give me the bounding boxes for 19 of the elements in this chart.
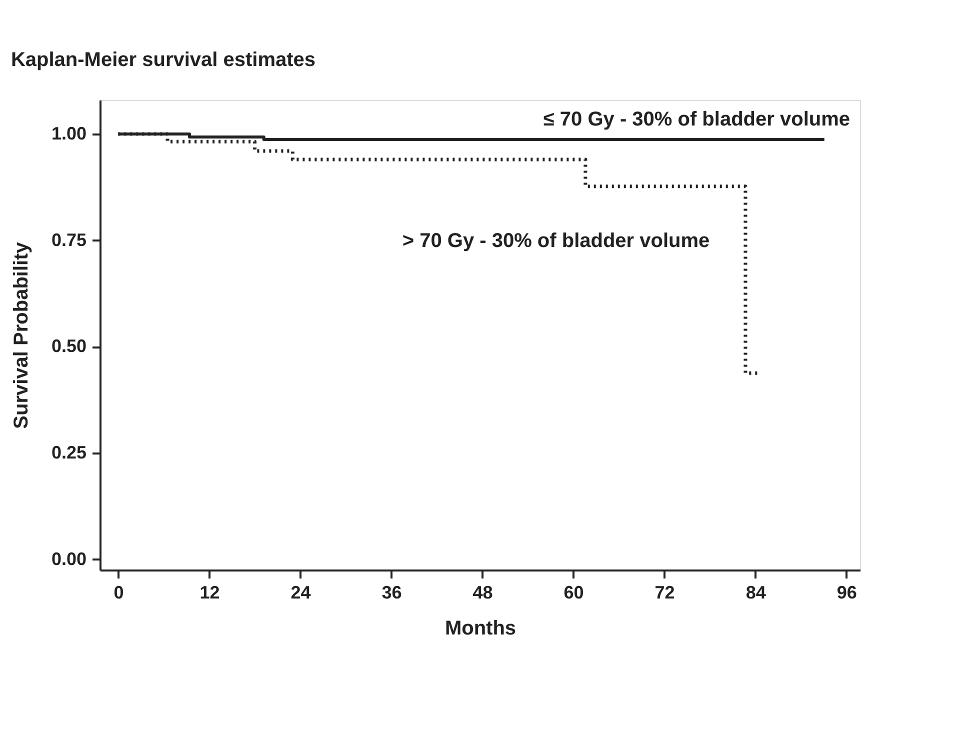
x-tick-label: 12 (200, 582, 220, 602)
x-tick-label: 0 (114, 582, 124, 602)
x-tick-label: 24 (290, 582, 311, 602)
x-tick-label: 72 (654, 582, 675, 602)
x-tick-label: 84 (746, 582, 766, 602)
series-label: ≤ 70 Gy - 30% of bladder volume (543, 108, 850, 131)
y-tick-label: 1.00 (51, 124, 86, 144)
y-tick-label: 0.75 (51, 230, 86, 250)
x-axis-title: Months (444, 618, 516, 640)
y-axis-title: Survival Probability (10, 241, 32, 429)
series-label: > 70 Gy - 30% of bladder volume (402, 230, 710, 252)
x-tick-label: 36 (382, 582, 402, 602)
y-tick-label: 0.50 (51, 336, 86, 356)
x-tick-label: 48 (472, 582, 493, 602)
x-tick-label: 60 (564, 582, 584, 602)
chart-title: Kaplan-Meier survival estimates (10, 49, 316, 71)
y-tick-label: 0.25 (51, 442, 86, 463)
y-tick-label: 0.00 (51, 548, 86, 569)
x-tick-label: 96 (836, 582, 857, 602)
